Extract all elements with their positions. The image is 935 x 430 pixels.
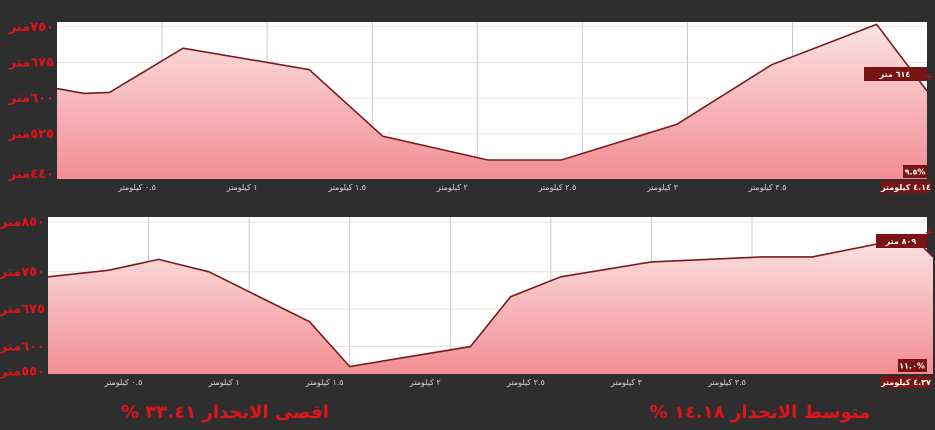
chart-2-y-tick-label-1: ٦٠٠متر	[0, 340, 45, 355]
chart-2-y-tick-label-4: ٨٥٠متر	[0, 215, 45, 230]
chart-1-x-tick-label-5: ٣ كيلومتر	[646, 183, 679, 192]
chart-2-x-tick-label-6: ٣.٥ كيلومتر	[707, 378, 746, 387]
chart-2-x-tick-label-3: ٢ كيلومتر	[409, 378, 441, 387]
chart-1-distance-end-box	[881, 181, 931, 193]
chart-1-y-tick-label-1: ٥٢٥متر	[8, 127, 54, 142]
chart-1-current-value-box	[864, 67, 927, 81]
chart-2-distance-end-label: ٤.٣٧ كيلومتر	[880, 378, 931, 387]
chart-1-x-tick-label-0: ٠.٥ كيلومتر	[117, 183, 156, 192]
chart-2-position-marker: +	[924, 226, 933, 239]
chart-2-elevation-line	[47, 236, 934, 368]
chart-2-distance-end-box	[881, 376, 931, 388]
chart-1-position-marker: +	[924, 70, 933, 83]
chart-1-y-tick-label-0: ٤٤٠متر	[8, 167, 54, 182]
chart-2-y-tick-label-0: ٥٥٠متر	[0, 365, 45, 380]
chart-2-y-axis-labels: ٥٥٠متر ٦٠٠متر ٦٧٥متر ٧٥٠متر ٨٥٠متر	[0, 215, 45, 380]
chart-1-slope-label: ٩.٥%	[905, 168, 926, 177]
chart-1-y-tick-label-3: ٦٧٥متر	[8, 55, 54, 70]
chart-1-x-tick-label-1: ١ كيلومتر	[226, 183, 258, 192]
chart-2-current-value-label: ٨٠٩ متر	[885, 237, 917, 246]
chart-1-y-tick-label-4: ٧٥٠متر	[8, 20, 54, 35]
chart-2-y-tick-label-3: ٧٥٠متر	[0, 265, 45, 280]
chart-1-y-tick-label-2: ٦٠٠متر	[8, 91, 54, 106]
chart-2-x-axis-labels: ٠.٥ كيلومتر ١ كيلومتر ١.٥ كيلومتر ٢ كيلومتر…	[104, 378, 746, 387]
chart-2-current-value-box	[876, 234, 927, 248]
chart-2-y-tick-label-2: ٦٧٥متر	[0, 302, 45, 317]
max-slope-stat: اقصى الانحدار ٣٣.٤١ %	[121, 402, 329, 423]
chart-1-x-tick-label-6: ٣.٥ كيلومتر	[748, 183, 787, 192]
chart-2-x-tick-label-1: ١ كيلومتر	[208, 378, 240, 387]
chart-2-elevation-area	[48, 236, 933, 374]
chart-1-x-tick-label-4: ٢.٥ كيلومتر	[537, 183, 576, 192]
chart-1-slope-box	[903, 165, 927, 178]
chart-2-x-tick-label-5: ٣ كيلومتر	[610, 378, 643, 387]
chart-2-x-tick-label-0: ٠.٥ كيلومتر	[104, 378, 143, 387]
chart-2-x-tick-label-4: ٢.٥ كيلومتر	[506, 378, 545, 387]
elevation-chart-2: ٥٥٠متر ٦٠٠متر ٦٧٥متر ٧٥٠متر ٨٥٠متر ٠.٥ كيلوم…	[0, 215, 934, 388]
chart-1-elevation-line	[56, 23, 928, 161]
average-slope-stat: متوسط الانحدار ١٤.١٨ %	[650, 402, 871, 423]
chart-2-x-tick-label-2: ١.٥ كيلومتر	[305, 378, 344, 387]
chart-1-x-axis-labels: ٠.٥ كيلومتر ١ كيلومتر ١.٥ كيلومتر ٢ كيلومتر…	[117, 183, 786, 192]
chart-1-x-tick-label-2: ١.٥ كيلومتر	[327, 183, 366, 192]
chart-1-x-tick-label-3: ٢ كيلومتر	[436, 183, 468, 192]
chart-1-distance-end-label: ٤.١٤ كيلومتر	[880, 183, 931, 192]
chart-1-y-axis-labels: ٤٤٠متر ٥٢٥متر ٦٠٠متر ٦٧٥متر ٧٥٠متر	[8, 20, 54, 182]
chart-1-current-value-label: ٦١٤ متر	[879, 70, 911, 79]
chart-2-slope-label: ١١.٠%	[899, 362, 925, 371]
chart-1-elevation-area	[57, 24, 927, 180]
chart-2-slope-box	[898, 359, 927, 372]
elevation-chart-1: ٤٤٠متر ٥٢٥متر ٦٠٠متر ٦٧٥متر ٧٥٠متر ٠.٥ كيلوم…	[8, 20, 934, 193]
